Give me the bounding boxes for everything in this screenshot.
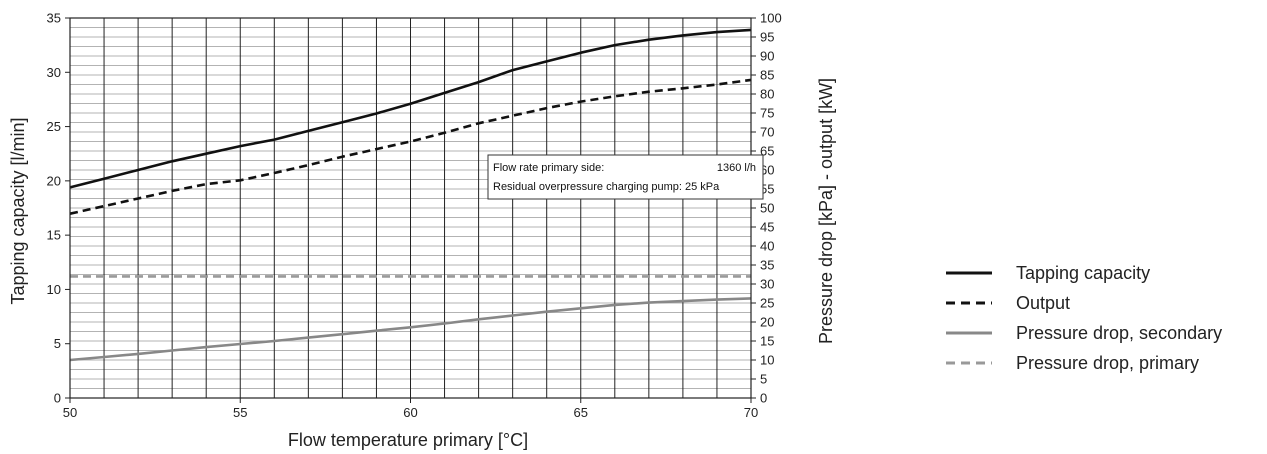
y2-tick-label: 30 (760, 277, 774, 292)
y-tick-label: 0 (54, 391, 61, 406)
x-tick-label: 55 (233, 405, 247, 420)
y2-tick-label: 55 (760, 182, 774, 197)
legend-swatch-pressure-drop-secondary (946, 331, 992, 335)
legend: Tapping capacity Output Pressure drop, s… (946, 258, 1222, 378)
y2-tick-label: 25 (760, 296, 774, 311)
y2-tick-label: 70 (760, 125, 774, 140)
legend-swatch-output (946, 301, 992, 305)
y-tick-label: 20 (47, 173, 61, 188)
legend-label: Tapping capacity (1016, 262, 1151, 283)
legend-swatch-tapping-capacity (946, 271, 992, 275)
y2-tick-label: 20 (760, 315, 774, 330)
y2-tick-label: 95 (760, 30, 774, 45)
y-tick-label: 5 (54, 336, 61, 351)
y-tick-label: 15 (47, 228, 61, 243)
y-tick-label: 10 (47, 282, 61, 297)
annotation-line1-value: 1360 l/h (717, 162, 756, 174)
ticks: 50 55 60 65 70051015202530350510152025303540… (47, 11, 782, 421)
annotation-line2: Residual overpressure charging pump: 25 … (493, 181, 720, 193)
legend-label: Output (1016, 292, 1071, 313)
y2-tick-label: 75 (760, 106, 774, 121)
legend-item-pressure-drop-primary: Pressure drop, primary (946, 348, 1222, 378)
y-tick-label: 30 (47, 65, 61, 80)
y2-tick-label: 10 (760, 353, 774, 368)
y2-tick-label: 45 (760, 220, 774, 235)
annotation-box: Flow rate primary side: 1360 l/h Residua… (487, 154, 764, 200)
legend-item-pressure-drop-secondary: Pressure drop, secondary (946, 318, 1222, 348)
y-axis-title: Tapping capacity [l/min] (8, 117, 28, 304)
x-tick-label: 65 (574, 405, 588, 420)
y2-tick-label: 0 (760, 391, 767, 406)
y-tick-label: 35 (47, 11, 61, 26)
series-layer (69, 28, 752, 362)
legend-swatch-pressure-drop-primary (946, 361, 992, 365)
legend-label: Pressure drop, primary (1016, 352, 1200, 373)
x-tick-label: 60 (403, 405, 417, 420)
y2-tick-label: 5 (760, 372, 767, 387)
y2-axis-title: Pressure drop [kPa] - output [kW] (816, 78, 836, 344)
y2-tick-label: 40 (760, 239, 774, 254)
y2-tick-label: 65 (760, 144, 774, 159)
series-line-pressure-drop-secondary (69, 297, 752, 362)
y2-tick-label: 90 (760, 49, 774, 64)
annotation-line1-label: Flow rate primary side: (493, 162, 604, 174)
legend-label: Pressure drop, secondary (1016, 322, 1223, 343)
x-tick-label: 70 (744, 405, 758, 420)
y2-tick-label: 35 (760, 258, 774, 273)
y2-tick-label: 85 (760, 68, 774, 83)
y2-tick-label: 100 (760, 11, 782, 26)
y2-tick-label: 60 (760, 163, 774, 178)
y2-tick-label: 50 (760, 201, 774, 216)
y2-tick-label: 15 (760, 334, 774, 349)
legend-item-tapping-capacity: Tapping capacity (946, 258, 1222, 288)
y-tick-label: 25 (47, 119, 61, 134)
x-axis-title: Flow temperature primary [°C] (288, 430, 528, 450)
grid (70, 18, 751, 398)
series-line-tapping-capacity (69, 28, 752, 189)
x-tick-label: 50 (63, 405, 77, 420)
y2-tick-label: 80 (760, 87, 774, 102)
legend-item-output: Output (946, 288, 1222, 318)
